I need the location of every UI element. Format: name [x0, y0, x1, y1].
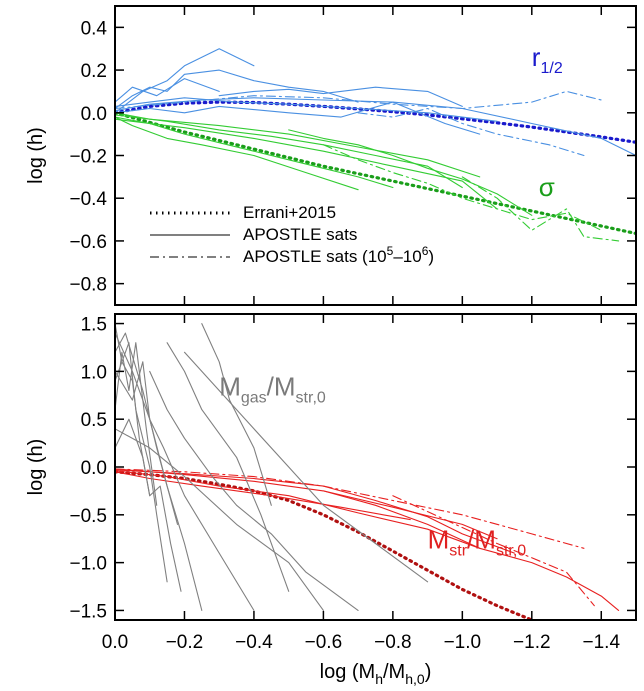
- series-r_half-solid-4: [115, 97, 498, 122]
- series-sigma-solid-15: [115, 116, 359, 191]
- series-gas-solid-14: [115, 342, 158, 506]
- series-stars-solid-4: [115, 471, 411, 521]
- series-gas-solid-10: [115, 342, 168, 583]
- series-sigma-solid-14: [115, 112, 481, 178]
- y-tick-label: 0.2: [81, 61, 107, 82]
- annotation-1: σ: [539, 172, 555, 202]
- series-gas-solid-19: [115, 418, 182, 592]
- x-tick-label: −0.4: [235, 632, 273, 653]
- top-panel: 0.4 0.2 0.0 −0.2 −0.4 −0.6 −0.8 log (h) r1/2 σ Err…: [25, 5, 637, 306]
- series-gas-solid-15: [149, 370, 359, 611]
- series-gas-solid-13: [115, 428, 324, 611]
- x-tick-label: 0.0: [102, 632, 128, 653]
- y-tick-label: −0.6: [69, 232, 107, 253]
- series-r_half-solid-2: [115, 69, 359, 110]
- plot-frame: [114, 313, 637, 621]
- x-tick-label: −1.2: [513, 632, 551, 653]
- y-tick-label: −0.2: [69, 147, 107, 168]
- y-tick-label: −1.5: [69, 601, 107, 622]
- y-tick-label: −0.4: [69, 189, 107, 210]
- legend-label: Errani+2015: [243, 203, 336, 222]
- x-axis-label: log (Mh/Mh,0): [320, 661, 432, 687]
- x-tick-label: −1.4: [583, 632, 621, 653]
- y-axis-label: log (h): [25, 439, 47, 496]
- y-tick-label: 1.0: [81, 362, 107, 383]
- series-gas-solid-17: [183, 351, 429, 583]
- series-sigma-solid-11: [115, 116, 394, 189]
- y-tick-label: 0.5: [81, 410, 107, 431]
- y-tick-label: −1.0: [69, 554, 107, 575]
- series-sigma-solid-12: [115, 114, 463, 189]
- series-stars-solid-2: [115, 470, 481, 549]
- series-r_half-solid-7: [115, 101, 481, 135]
- series-stars-dotted-0: [115, 470, 534, 620]
- series-stars-dashdot-6: [115, 468, 585, 549]
- bottom-panel: 1.5 1.0 0.5 0.0 −0.5 −1.0 −1.5 log (h) Mgas/Mstr…: [25, 313, 637, 622]
- series-stars-solid-5: [322, 490, 620, 611]
- plot-area: [115, 48, 636, 242]
- y-tick-label: 0.4: [81, 18, 108, 39]
- x-tick-label: −1.0: [444, 632, 482, 653]
- series-sigma-dotted-1: [115, 111, 636, 236]
- x-tick-label: −0.8: [374, 632, 412, 653]
- series-r_half-dashdot-9: [115, 90, 602, 110]
- y-tick-label: −0.8: [69, 275, 107, 296]
- legend-label: APOSTLE sats (105–106): [243, 244, 434, 266]
- y-tick-label: −0.5: [69, 506, 107, 527]
- x-tick-labels: 0.0 −0.2 −0.4 −0.6 −0.8 −1.0 −1.2 −1.4 log (Mh/M…: [102, 632, 621, 687]
- series-stars-dashdot-7: [392, 495, 595, 607]
- annotation-1: Mstr/Mstr,0: [428, 524, 527, 559]
- series-r_half-dashdot-10: [357, 107, 585, 157]
- series-gas-solid-16: [166, 342, 290, 592]
- plot-area: [115, 323, 620, 620]
- legend-label: APOSTLE sats: [243, 225, 357, 244]
- annotation-0: r1/2: [532, 42, 563, 77]
- y-tick-label: 0.0: [81, 458, 107, 479]
- series-gas-solid-18: [201, 323, 272, 506]
- x-tick-label: −0.2: [166, 632, 204, 653]
- series-r_half-solid-6: [115, 78, 220, 103]
- series-r_half-solid-8: [218, 86, 463, 107]
- series-stars-solid-3: [115, 469, 515, 554]
- x-tick-label: −0.6: [305, 632, 343, 653]
- y-tick-label: 1.5: [81, 315, 107, 336]
- annotation-0: Mgas/Mstr,0: [219, 371, 326, 406]
- series-r_half-solid-5: [115, 97, 636, 157]
- series-sigma-dashdot-18: [461, 176, 620, 242]
- series-sigma-solid-16: [288, 129, 533, 216]
- y-axis-label: log (h): [25, 127, 47, 184]
- series-gas-solid-9: [115, 332, 179, 525]
- y-tick-label: 0.0: [81, 104, 107, 125]
- series-sigma-solid-13: [115, 118, 498, 210]
